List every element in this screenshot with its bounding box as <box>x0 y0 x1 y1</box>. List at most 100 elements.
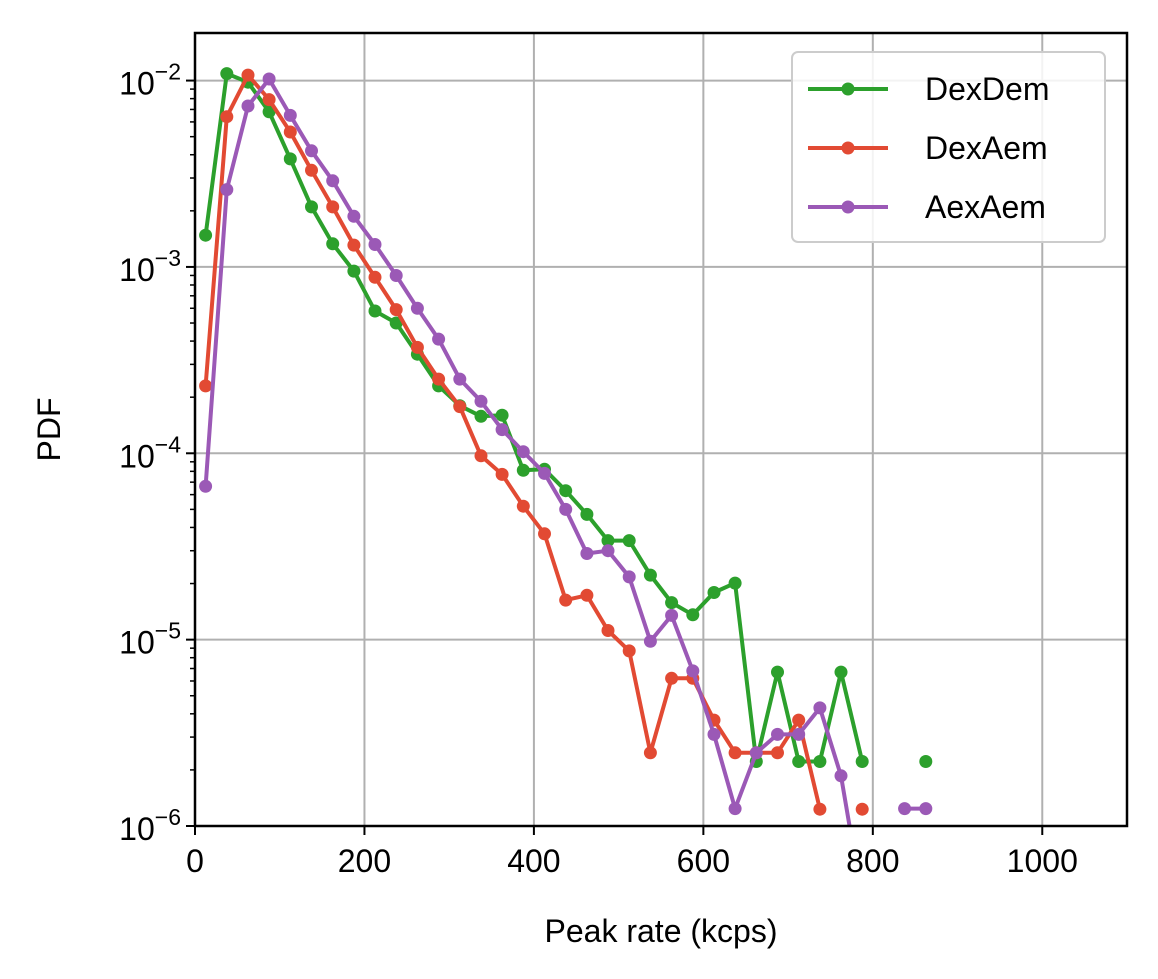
data-point-DexDem <box>686 608 700 622</box>
data-point-DexDem <box>665 596 679 610</box>
data-point-DexAem <box>368 270 382 284</box>
ticks: 0 200 400 600 800 1000 10−6 10−5 10−4 10−3 10−2 <box>119 59 1078 879</box>
data-point-DexAem <box>559 593 573 607</box>
legend-label-DexDem: DexDem <box>925 71 1049 107</box>
data-point-AexAem <box>559 502 573 516</box>
data-point-AexAem <box>262 72 276 86</box>
y-tick-label: 10−6 <box>119 804 181 847</box>
data-point-DexDem <box>855 755 869 768</box>
data-point-DexAem <box>855 802 869 816</box>
data-point-DexAem <box>792 713 806 727</box>
data-point-AexAem <box>622 570 636 584</box>
data-point-DexAem <box>813 802 827 816</box>
data-point-AexAem <box>432 332 446 346</box>
y-axis-label: PDF <box>31 398 67 462</box>
data-point-AexAem <box>665 608 679 622</box>
data-point-AexAem <box>771 727 784 741</box>
data-point-DexAem <box>199 379 213 393</box>
data-point-DexDem <box>792 755 806 768</box>
data-point-DexDem <box>813 755 827 768</box>
data-point-AexAem <box>601 544 615 558</box>
data-point-DexDem <box>771 665 784 679</box>
x-tick-label: 200 <box>338 843 391 879</box>
legend-box <box>791 51 1106 243</box>
data-point-DexDem <box>305 200 318 214</box>
data-point-DexDem <box>728 576 742 590</box>
data-point-DexAem <box>728 746 742 760</box>
x-axis-label: Peak rate (kcps) <box>545 913 778 949</box>
data-point-DexAem <box>580 588 594 602</box>
data-point-DexDem <box>199 228 213 242</box>
data-point-DexDem <box>368 304 382 318</box>
data-point-DexAem <box>538 527 551 541</box>
data-point-DexDem <box>220 67 234 81</box>
legend-label-DexAem: DexAem <box>925 130 1048 166</box>
data-point-DexDem <box>326 237 340 251</box>
data-point-AexAem <box>368 238 382 251</box>
data-point-DexAem <box>643 746 657 760</box>
data-point-AexAem <box>453 372 467 386</box>
y-tick-label: 10−2 <box>119 59 181 102</box>
data-point-DexDem <box>707 586 721 599</box>
data-point-AexAem <box>389 269 403 282</box>
data-point-AexAem <box>347 209 361 223</box>
data-point-AexAem <box>410 301 424 315</box>
data-point-DexDem <box>283 152 297 166</box>
data-point-DexAem <box>495 467 509 481</box>
data-point-DexDem <box>495 408 509 422</box>
x-tick-label: 600 <box>677 843 730 879</box>
legend: DexDem DexAem AexAem <box>791 51 1106 243</box>
data-point-AexAem <box>516 445 530 459</box>
data-point-AexAem <box>220 183 234 197</box>
data-point-DexAem <box>262 93 276 107</box>
data-point-DexDem <box>643 568 657 582</box>
data-point-AexAem <box>728 802 742 816</box>
series-layer <box>199 67 933 907</box>
data-point-DexAem <box>601 624 615 637</box>
data-point-AexAem <box>283 108 297 122</box>
data-point-DexDem <box>919 755 933 768</box>
data-point-AexAem <box>305 144 318 158</box>
y-tick-label: 10−4 <box>119 431 181 474</box>
data-point-DexAem <box>410 340 424 354</box>
legend-marker-AexAem <box>841 200 855 214</box>
data-point-AexAem <box>919 802 933 816</box>
data-point-DexAem <box>453 400 467 414</box>
data-point-DexDem <box>389 316 403 330</box>
x-tick-label: 800 <box>846 843 899 879</box>
data-point-DexDem <box>601 534 615 548</box>
data-point-DexAem <box>283 125 297 139</box>
data-point-AexAem <box>580 547 594 560</box>
series-line-DexDem <box>203 71 865 764</box>
data-point-AexAem <box>199 479 213 493</box>
data-point-AexAem <box>834 769 848 783</box>
x-tick-label: 400 <box>507 843 560 879</box>
data-point-AexAem <box>326 174 340 188</box>
data-point-DexDem <box>347 264 361 278</box>
series-DexAem <box>199 68 869 816</box>
data-point-DexAem <box>622 644 636 658</box>
y-tick-label: 10−3 <box>119 245 181 288</box>
data-point-AexAem <box>707 727 721 741</box>
y-tick-label: 10−5 <box>119 618 181 661</box>
legend-label-AexAem: AexAem <box>925 189 1046 225</box>
data-point-AexAem <box>686 664 700 678</box>
data-point-DexDem <box>262 105 276 119</box>
data-point-AexAem <box>241 99 255 113</box>
data-point-AexAem <box>749 746 763 760</box>
data-point-DexAem <box>432 372 446 386</box>
data-point-DexAem <box>474 449 488 463</box>
plot-frame <box>193 31 1129 828</box>
data-point-DexDem <box>622 534 636 548</box>
data-point-AexAem <box>792 727 806 741</box>
data-point-AexAem <box>856 894 869 907</box>
legend-marker-DexDem <box>841 82 855 96</box>
data-point-DexAem <box>516 499 530 513</box>
x-tick-label: 1000 <box>1007 843 1078 879</box>
data-point-DexAem <box>326 200 340 214</box>
data-point-AexAem <box>813 701 827 715</box>
x-tick-label: 0 <box>186 843 204 879</box>
data-point-DexAem <box>241 68 255 82</box>
data-point-DexAem <box>771 746 784 760</box>
